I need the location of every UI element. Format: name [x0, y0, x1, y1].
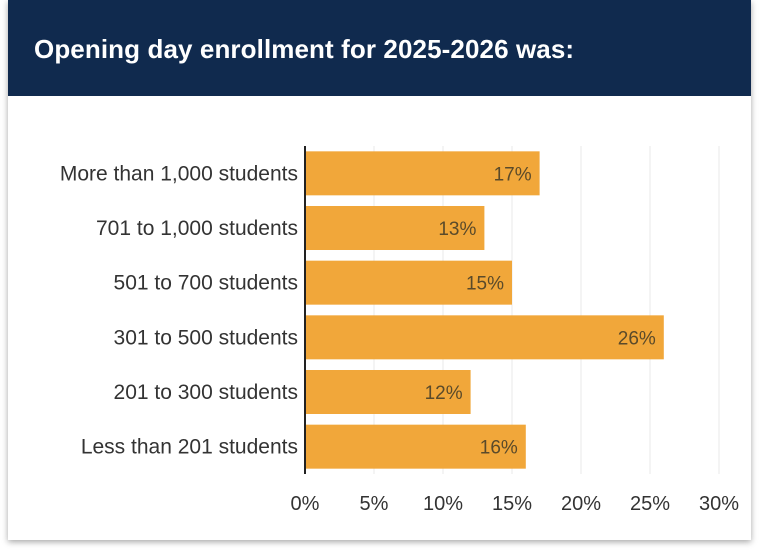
category-label: 501 to 700 students	[114, 272, 298, 295]
x-tick-label: 15%	[492, 493, 532, 515]
category-label: More than 1,000 students	[60, 162, 298, 185]
bar	[305, 151, 540, 196]
data-label: 17%	[494, 164, 532, 185]
category-label: 201 to 300 students	[114, 381, 298, 404]
x-tick-label: 20%	[561, 493, 601, 515]
category-label: Less than 201 students	[81, 436, 298, 459]
category-label: 701 to 1,000 students	[96, 217, 298, 240]
chart-title: Opening day enrollment for 2025-2026 was…	[34, 34, 575, 64]
data-label: 12%	[425, 383, 463, 404]
data-label: 13%	[438, 219, 476, 240]
bar	[305, 206, 485, 250]
x-tick-label: 0%	[291, 493, 320, 515]
x-tick-label: 25%	[630, 493, 670, 515]
x-tick-label: 10%	[423, 493, 463, 515]
x-tick-label: 30%	[699, 493, 739, 515]
data-label: 26%	[618, 328, 656, 349]
data-label: 16%	[480, 438, 518, 459]
bar	[305, 424, 526, 469]
x-tick-label: 5%	[360, 493, 389, 515]
bar	[305, 315, 664, 360]
bar	[305, 370, 471, 414]
chart-header: Opening day enrollment for 2025-2026 was…	[8, 0, 751, 96]
bar	[305, 260, 512, 305]
data-label: 15%	[466, 274, 504, 295]
category-label: 301 to 500 students	[114, 326, 298, 349]
